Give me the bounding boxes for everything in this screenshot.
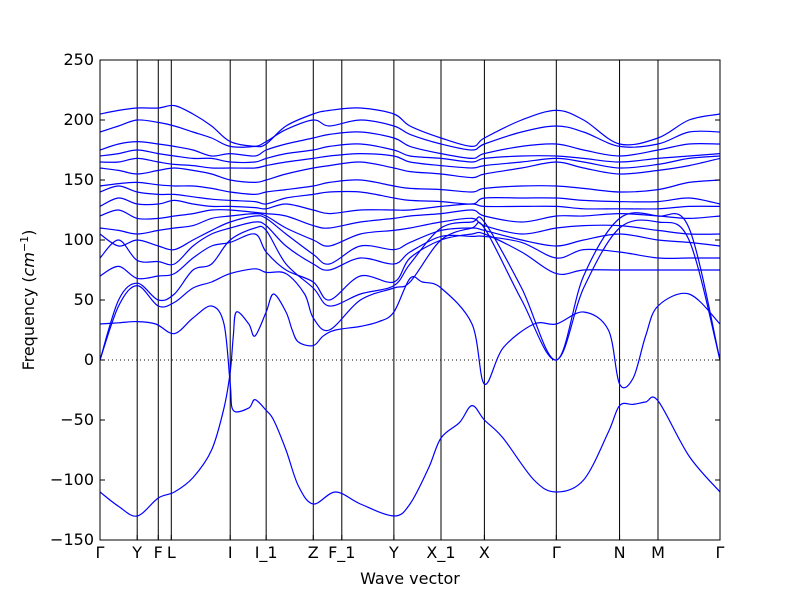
x-tick-label: F <box>154 543 163 562</box>
x-tick-label: Γ <box>96 543 105 562</box>
y-tick-label: 100 <box>63 230 94 249</box>
band-line-2 <box>100 305 720 517</box>
x-axis-label: Wave vector <box>360 569 460 588</box>
x-ticks: Γ Y F L I I_1 Z F_1 Y X_1 X Γ N M Γ <box>96 535 725 563</box>
x-tick-label: I_1 <box>255 543 278 563</box>
band-line-18 <box>100 104 720 148</box>
x-tick-label: I <box>228 543 233 562</box>
x-tick-label: F_1 <box>328 543 355 563</box>
y-tick-label: 0 <box>84 350 94 369</box>
band-line-12 <box>100 179 720 196</box>
high-symmetry-lines <box>136 60 659 540</box>
band-line-11 <box>100 185 720 205</box>
y-axis-label-exponent: −1 <box>18 236 31 252</box>
band-line-13 <box>100 157 720 184</box>
band-line-8 <box>100 212 720 247</box>
band-line-16 <box>100 131 720 160</box>
y-tick-label: 150 <box>63 170 94 189</box>
y-axis-label-main: Frequency ( <box>19 276 38 370</box>
x-tick-label: L <box>167 543 176 562</box>
band-line-5 <box>100 231 720 301</box>
x-tick-label: Z <box>308 543 319 562</box>
y-axis-label: Frequency (cm−1) <box>18 230 39 371</box>
band-line-9 <box>100 209 720 229</box>
y-tick-label: −100 <box>50 470 94 489</box>
y-axis-label-close: ) <box>19 230 38 236</box>
y-tick-label: −150 <box>50 530 94 549</box>
x-tick-label: Γ <box>552 543 561 562</box>
y-tick-label: 50 <box>74 290 94 309</box>
band-line-14 <box>100 152 720 169</box>
x-tick-label: Y <box>131 543 142 562</box>
band-line-4 <box>100 212 720 361</box>
y-tick-label: 200 <box>63 110 94 129</box>
x-tick-label: Y <box>388 543 399 562</box>
band-line-1 <box>100 276 720 517</box>
y-ticks: 250 200 150 100 50 0 −50 −100 −150 <box>50 50 720 549</box>
band-line-17 <box>100 119 720 151</box>
band-line-3 <box>100 219 720 361</box>
band-line-15 <box>100 143 720 164</box>
x-tick-label: X <box>479 543 490 562</box>
x-tick-label: X_1 <box>426 543 455 563</box>
x-tick-label: M <box>651 543 665 562</box>
x-tick-label: N <box>614 543 626 562</box>
x-tick-label: Γ <box>716 543 725 562</box>
band-line-10 <box>100 197 720 215</box>
y-tick-label: 250 <box>63 50 94 69</box>
bands-layer <box>100 104 720 517</box>
band-line-7 <box>100 215 720 265</box>
y-axis-label-unit: cm <box>19 252 38 276</box>
y-tick-label: −50 <box>60 410 94 429</box>
band-line-6 <box>100 221 720 271</box>
